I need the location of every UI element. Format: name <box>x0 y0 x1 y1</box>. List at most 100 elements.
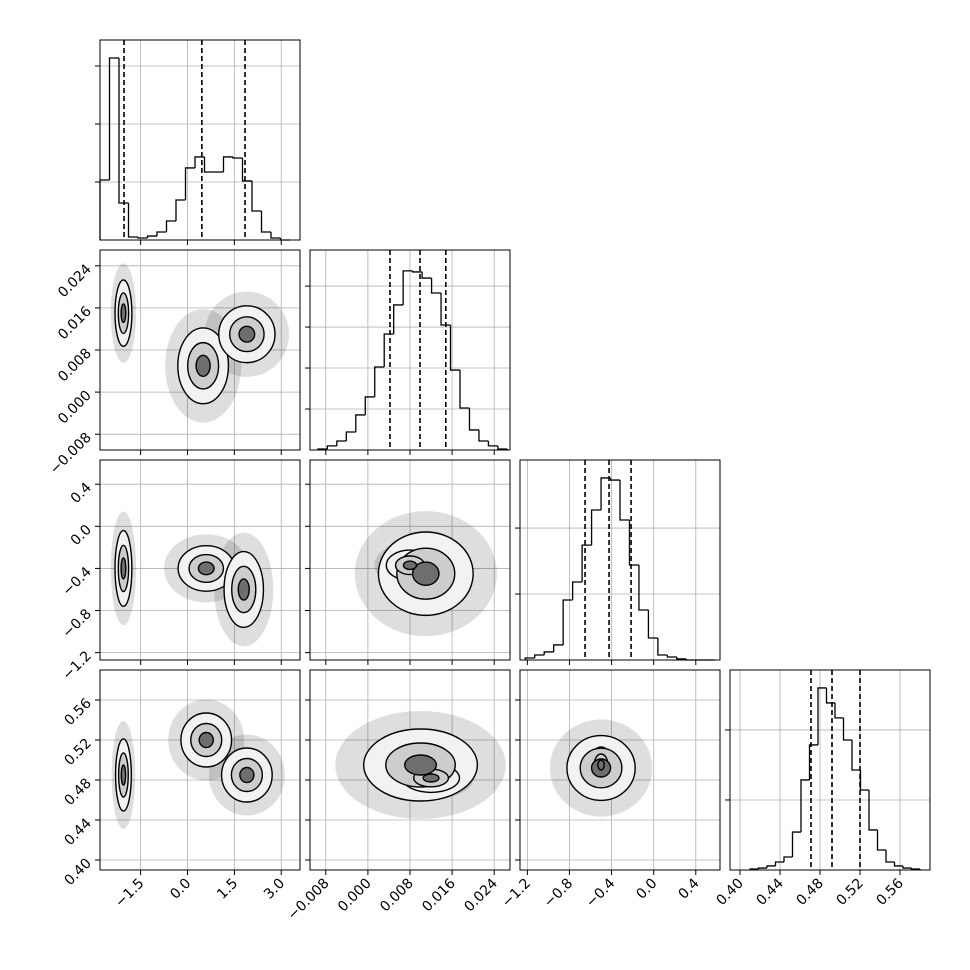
x-tick-label: −0.8 <box>541 876 576 911</box>
x-tick-label: −1.2 <box>499 876 534 911</box>
y-tick-label: −0.8 <box>59 606 94 641</box>
x-tick-label: 0.024 <box>461 875 501 915</box>
histogram-bin <box>859 770 869 791</box>
density-contour <box>237 578 250 601</box>
panel-frame <box>309 249 511 451</box>
histogram-bin <box>834 702 844 719</box>
histogram-bin <box>524 657 535 660</box>
histogram-bin <box>270 231 281 239</box>
x-tick-label: 0.000 <box>335 876 375 916</box>
histogram-bin <box>99 179 110 240</box>
histogram-bin <box>430 278 442 294</box>
y-tick-label: 0.44 <box>61 815 94 848</box>
histogram-bin <box>194 156 205 168</box>
panel-frame <box>99 39 301 241</box>
histogram-bin <box>766 865 776 869</box>
y-tick-label: 0.024 <box>55 261 95 301</box>
x-tick-label: 0.008 <box>377 876 417 916</box>
histogram-bin <box>590 509 602 546</box>
histogram-bin <box>165 220 176 232</box>
y-tick-label: 0.40 <box>61 856 94 889</box>
histogram-bin <box>825 687 835 704</box>
histogram-bin <box>571 581 583 600</box>
histogram-bin <box>676 656 687 660</box>
histogram-bin <box>449 325 460 371</box>
density-contour <box>597 759 605 771</box>
histogram-bin <box>553 644 564 652</box>
histogram-bin <box>609 477 620 481</box>
panel-frame <box>519 669 721 871</box>
x-tick-label: 0.40 <box>713 876 746 909</box>
histogram-bin <box>619 480 630 521</box>
histogram-bin <box>638 565 649 611</box>
y-tick-label: 0.008 <box>55 346 95 386</box>
histogram-bin <box>800 779 810 833</box>
histogram-bin <box>175 199 186 221</box>
histogram-bin <box>757 867 767 870</box>
histogram-bin <box>232 156 243 159</box>
density-contour <box>422 773 440 783</box>
x-tick-label: 0.52 <box>833 876 866 909</box>
histogram-bin <box>468 407 479 431</box>
x-tick-label: 0.56 <box>873 875 906 908</box>
y-tick-label: 0.52 <box>61 736 94 769</box>
x-tick-label: −0.008 <box>285 876 333 924</box>
histogram-bin <box>459 370 470 409</box>
density-contour <box>120 557 127 580</box>
y-tick-label: −0.4 <box>59 564 94 599</box>
histogram-bin <box>902 865 912 869</box>
histogram-bin <box>355 414 366 432</box>
x-tick-label: 0.4 <box>676 875 703 902</box>
density-contour <box>239 766 255 784</box>
histogram-bin <box>876 829 886 851</box>
y-tick-label: −1.2 <box>59 648 94 683</box>
x-tick-label: 0.016 <box>419 875 459 915</box>
density-panel <box>549 719 653 817</box>
histogram-bin <box>440 293 451 326</box>
histogram-bin <box>478 429 489 442</box>
histogram-bin <box>487 440 498 447</box>
histogram-bin <box>600 477 611 510</box>
x-tick-label: 0.44 <box>753 875 786 908</box>
histogram-bin <box>156 231 167 237</box>
x-tick-label: 1.5 <box>214 876 241 903</box>
density-contour <box>120 303 127 324</box>
histogram-bin <box>127 202 138 238</box>
histogram-bin <box>108 57 119 181</box>
panel-frame <box>729 669 931 871</box>
histogram-bin <box>260 210 271 233</box>
density-contour <box>197 561 215 576</box>
density-contour <box>238 325 256 343</box>
histogram-bin <box>336 440 347 446</box>
histogram-bin <box>581 544 592 583</box>
x-tick-label: 0.48 <box>793 876 826 909</box>
histogram-bin <box>791 831 801 857</box>
histogram-bin <box>628 520 639 566</box>
y-tick-label: 0.0 <box>68 522 95 549</box>
panel-frame <box>99 459 301 661</box>
histogram-bin <box>222 156 233 173</box>
histogram-bin <box>842 717 852 741</box>
histogram-bin <box>817 687 827 745</box>
density-contour <box>404 754 438 776</box>
x-tick-label: 3.0 <box>261 876 288 903</box>
y-tick-label: −0.008 <box>47 430 95 478</box>
panel-frame <box>309 669 511 871</box>
histogram-bin <box>910 868 920 870</box>
histogram-bin <box>497 445 508 450</box>
histogram-bin <box>251 180 262 212</box>
panel-frame <box>99 669 301 871</box>
histogram-bin <box>137 236 148 239</box>
histogram-bin <box>203 156 214 173</box>
y-tick-label: 0.48 <box>61 776 94 809</box>
histogram-bin <box>383 333 394 368</box>
histogram-bin <box>402 270 413 305</box>
histogram-bin <box>783 856 793 863</box>
density-contour <box>402 560 418 571</box>
density-panel <box>110 511 274 647</box>
histogram-bin <box>421 271 432 279</box>
histogram-bin <box>411 270 423 273</box>
panel-frame <box>309 459 511 661</box>
y-tick-label: 0.016 <box>55 303 95 343</box>
histogram-bin <box>118 57 129 204</box>
